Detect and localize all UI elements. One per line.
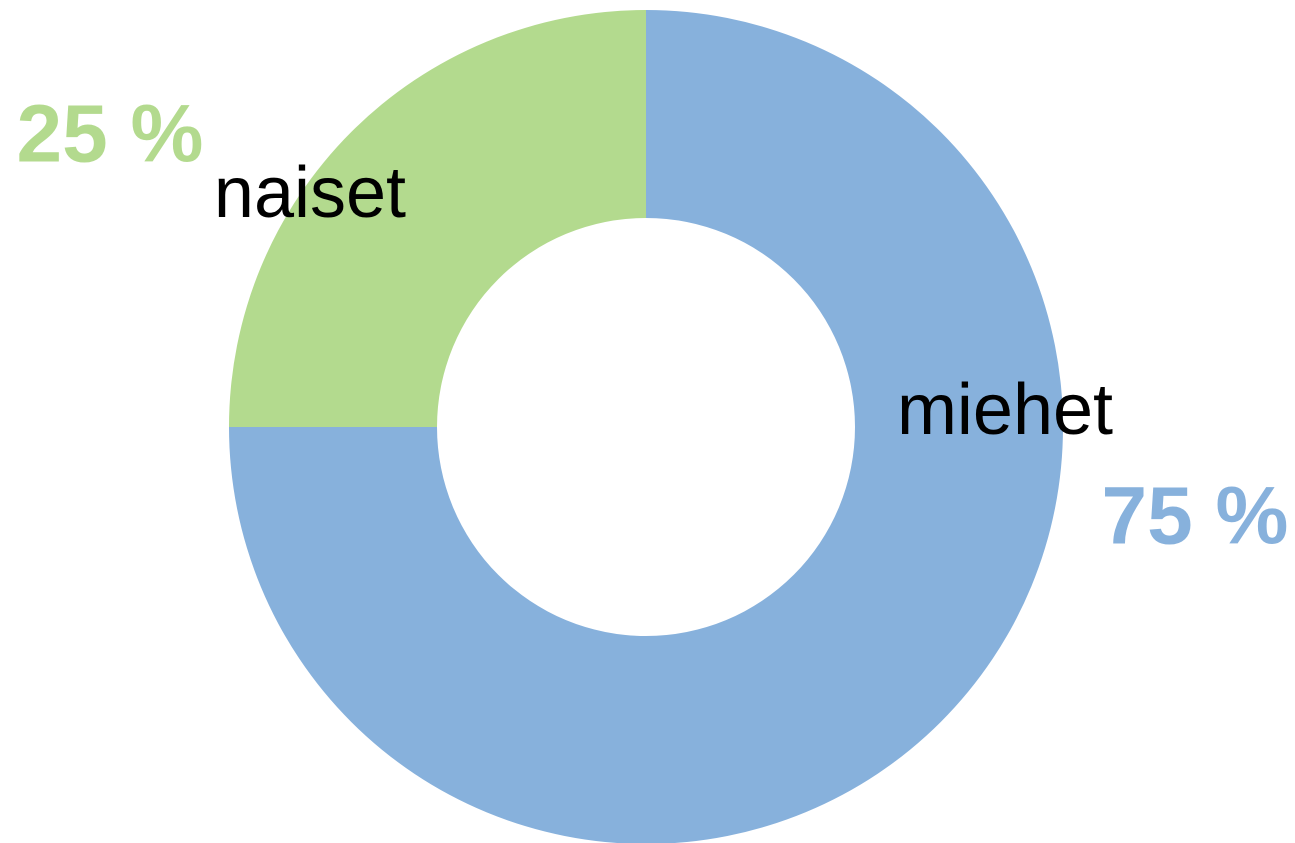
category-label: naiset xyxy=(214,153,406,233)
category-label: miehet xyxy=(897,370,1113,450)
value-label: 75 % xyxy=(1102,471,1289,562)
donut-segment xyxy=(229,10,1063,843)
donut-segment xyxy=(229,10,646,427)
value-label: 25 % xyxy=(17,89,204,180)
